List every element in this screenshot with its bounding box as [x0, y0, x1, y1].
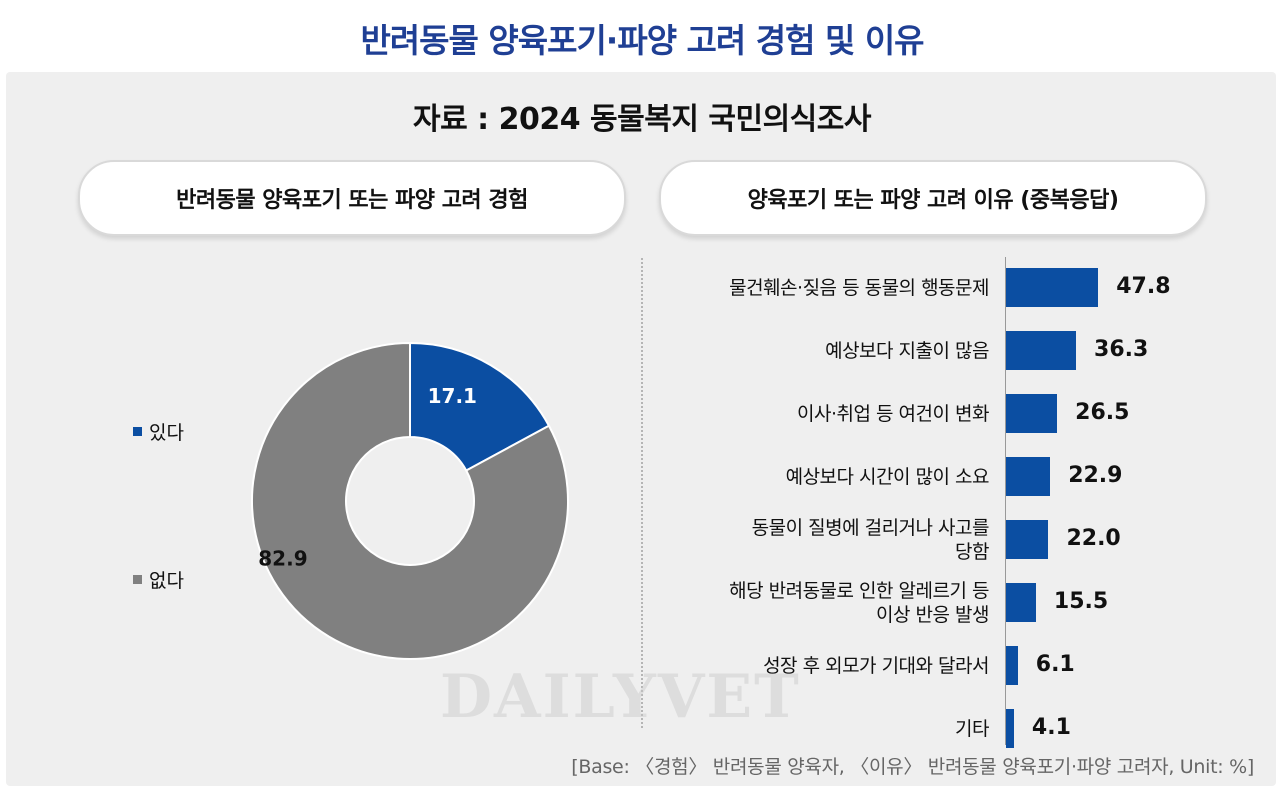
- section-divider: [641, 258, 643, 728]
- bar-category-label-line: 해당 반려동물로 인한 알레르기 등: [729, 579, 989, 602]
- bar-value-label-7: 6.1: [1035, 651, 1075, 677]
- donut-chart: 17.1 82.9: [251, 341, 569, 660]
- bar-category-label-8: 기타: [955, 717, 989, 741]
- bar-axis-line: [1005, 257, 1006, 745]
- bar-category-label-line: 예상보다 지출이 많음: [825, 339, 989, 362]
- bar-value-label-3: 26.5: [1075, 399, 1130, 425]
- donut-value-label-2: 82.9: [258, 546, 307, 570]
- bar-category-label-line: 이사·취업 등 여건이 변화: [797, 402, 989, 425]
- bar-6: [1006, 583, 1036, 622]
- bar-4: [1006, 457, 1051, 496]
- bar-category-label-1: 물건훼손·짖음 등 동물의 행동문제: [729, 276, 989, 300]
- bar-category-label-5: 동물이 질병에 걸리거나 사고를 당함: [751, 516, 990, 564]
- bar-value-label-2: 36.3: [1094, 336, 1149, 362]
- bar-value-label-6: 15.5: [1053, 588, 1109, 614]
- bar-8: [1006, 709, 1014, 748]
- bar-category-label-line: 당함: [955, 540, 989, 563]
- right-section-header: 양육포기 또는 파양 고려 이유 (중복응답): [659, 160, 1207, 236]
- bar-category-label-7: 성장 후 외모가 기대와 달라서: [763, 654, 989, 678]
- bar-category-label-line: 예상보다 시간이 많이 소요: [785, 465, 990, 488]
- legend-swatch: [133, 427, 142, 436]
- bar-category-label-line: 물건훼손·짖음 등 동물의 행동문제: [729, 276, 989, 299]
- bar-value-label-8: 4.1: [1031, 714, 1071, 740]
- legend-label: 있다: [149, 422, 184, 444]
- page-title: 반려동물 양육포기·파양 고려 경험 및 이유: [360, 21, 924, 60]
- bar-7: [1006, 646, 1018, 685]
- legend-item-2: 없다: [133, 566, 184, 593]
- legend-swatch: [133, 575, 142, 584]
- bar-category-label-line: 기타: [955, 717, 989, 740]
- legend-label: 없다: [149, 570, 184, 592]
- bar-category-label-line: 이상 반응 발생: [876, 603, 989, 626]
- bar-category-label-line: 성장 후 외모가 기대와 달라서: [763, 654, 989, 677]
- bar-category-label-4: 예상보다 시간이 많이 소요: [785, 465, 990, 489]
- bar-category-label-line: 동물이 질병에 걸리거나 사고를: [751, 516, 990, 539]
- bar-2: [1006, 331, 1077, 370]
- footnote: [Base: 〈경험〉 반려동물 양육자, 〈이유〉 반려동물 양육포기·파양 …: [571, 756, 1254, 778]
- bar-value-label-5: 22.0: [1066, 525, 1121, 551]
- bar-5: [1006, 520, 1049, 559]
- bar-category-label-2: 예상보다 지출이 많음: [825, 339, 989, 363]
- donut-slice-2: [251, 341, 569, 660]
- bar-value-label-1: 47.8: [1116, 273, 1171, 299]
- left-section-header: 반려동물 양육포기 또는 파양 고려 경험: [78, 160, 626, 236]
- watermark-logo: DAILYVET: [440, 662, 801, 732]
- bar-category-label-6: 해당 반려동물로 인한 알레르기 등 이상 반응 발생: [729, 579, 989, 627]
- legend-item-1: 있다: [133, 418, 184, 445]
- donut-slice-1: [409, 341, 551, 472]
- donut-value-label-1: 17.1: [428, 384, 477, 408]
- bar-value-label-4: 22.9: [1068, 462, 1123, 488]
- bar-category-label-3: 이사·취업 등 여건이 변화: [797, 402, 989, 426]
- bar-3: [1006, 394, 1058, 433]
- bar-1: [1006, 268, 1099, 307]
- source-title: 자료 : 2024 동물복지 국민의식조사: [413, 102, 871, 137]
